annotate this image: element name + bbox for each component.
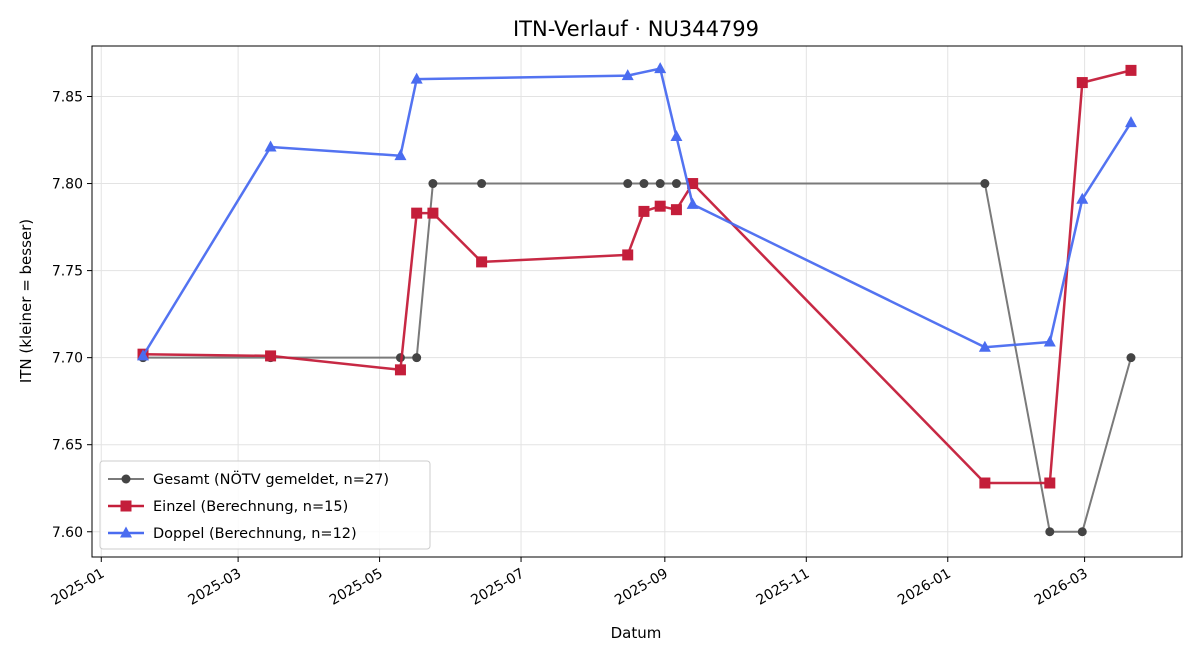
data-point <box>394 149 407 161</box>
legend-item: Einzel (Berechnung, n=15) <box>108 499 348 515</box>
data-point <box>1043 335 1056 347</box>
legend: Gesamt (NÖTV gemeldet, n=27) Einzel (Bere… <box>99 460 431 550</box>
series-line <box>141 67 1133 357</box>
data-point <box>410 72 423 84</box>
data-point <box>412 353 422 363</box>
series-group <box>137 62 1137 537</box>
series-3 <box>137 62 1137 361</box>
data-point <box>686 197 699 209</box>
legend-marker <box>121 474 131 484</box>
legend-label: Doppel (Berechnung, n=12) <box>153 526 357 542</box>
legend-item: Gesamt (NÖTV gemeldet, n=27) <box>108 470 389 488</box>
data-point <box>655 179 665 189</box>
data-point <box>670 130 683 142</box>
data-point <box>979 477 991 489</box>
data-point <box>476 256 488 268</box>
legend-item: Doppel (Berechnung, n=12) <box>108 526 357 542</box>
data-point <box>687 178 699 190</box>
y-tick-label: 7.80 <box>52 177 83 193</box>
y-axis-label: ITN (kleiner = besser) <box>17 219 35 383</box>
x-axis-label: Datum <box>611 624 662 642</box>
data-point <box>264 140 277 152</box>
y-tick-label: 7.75 <box>52 264 83 280</box>
plot-frame <box>91 45 1183 558</box>
legend-box <box>99 460 431 550</box>
data-point <box>137 349 150 361</box>
data-point <box>638 205 650 217</box>
data-point <box>1076 192 1089 204</box>
data-point <box>1077 527 1087 537</box>
legend-label: Gesamt (NÖTV gemeldet, n=27) <box>153 470 389 488</box>
data-point <box>427 207 439 219</box>
data-point <box>654 200 666 212</box>
data-point <box>980 179 990 189</box>
data-point <box>1044 477 1056 489</box>
data-point <box>621 69 634 81</box>
data-point <box>670 204 682 216</box>
data-point <box>622 249 634 261</box>
data-point <box>477 179 487 189</box>
data-point <box>1045 527 1055 537</box>
data-point <box>428 179 438 189</box>
y-tick-label: 7.85 <box>52 89 83 105</box>
y-tick-label: 7.65 <box>52 438 83 454</box>
data-point <box>1126 353 1136 363</box>
data-point <box>394 364 406 376</box>
data-point <box>654 62 667 74</box>
data-point <box>639 179 649 189</box>
chart-title: ITN-Verlauf · NU344799 <box>513 17 759 41</box>
data-point <box>265 350 277 362</box>
legend-marker <box>120 500 132 512</box>
data-point <box>978 340 991 352</box>
legend-marker <box>120 526 132 538</box>
data-point <box>1076 77 1088 89</box>
data-point <box>411 207 423 219</box>
y-tick-label: 7.60 <box>52 525 83 541</box>
legend-label: Einzel (Berechnung, n=15) <box>153 499 348 515</box>
y-tick-label: 7.70 <box>52 351 83 367</box>
data-point <box>671 179 681 189</box>
data-point <box>1124 116 1137 128</box>
data-point <box>1125 64 1137 76</box>
data-point <box>623 179 633 189</box>
